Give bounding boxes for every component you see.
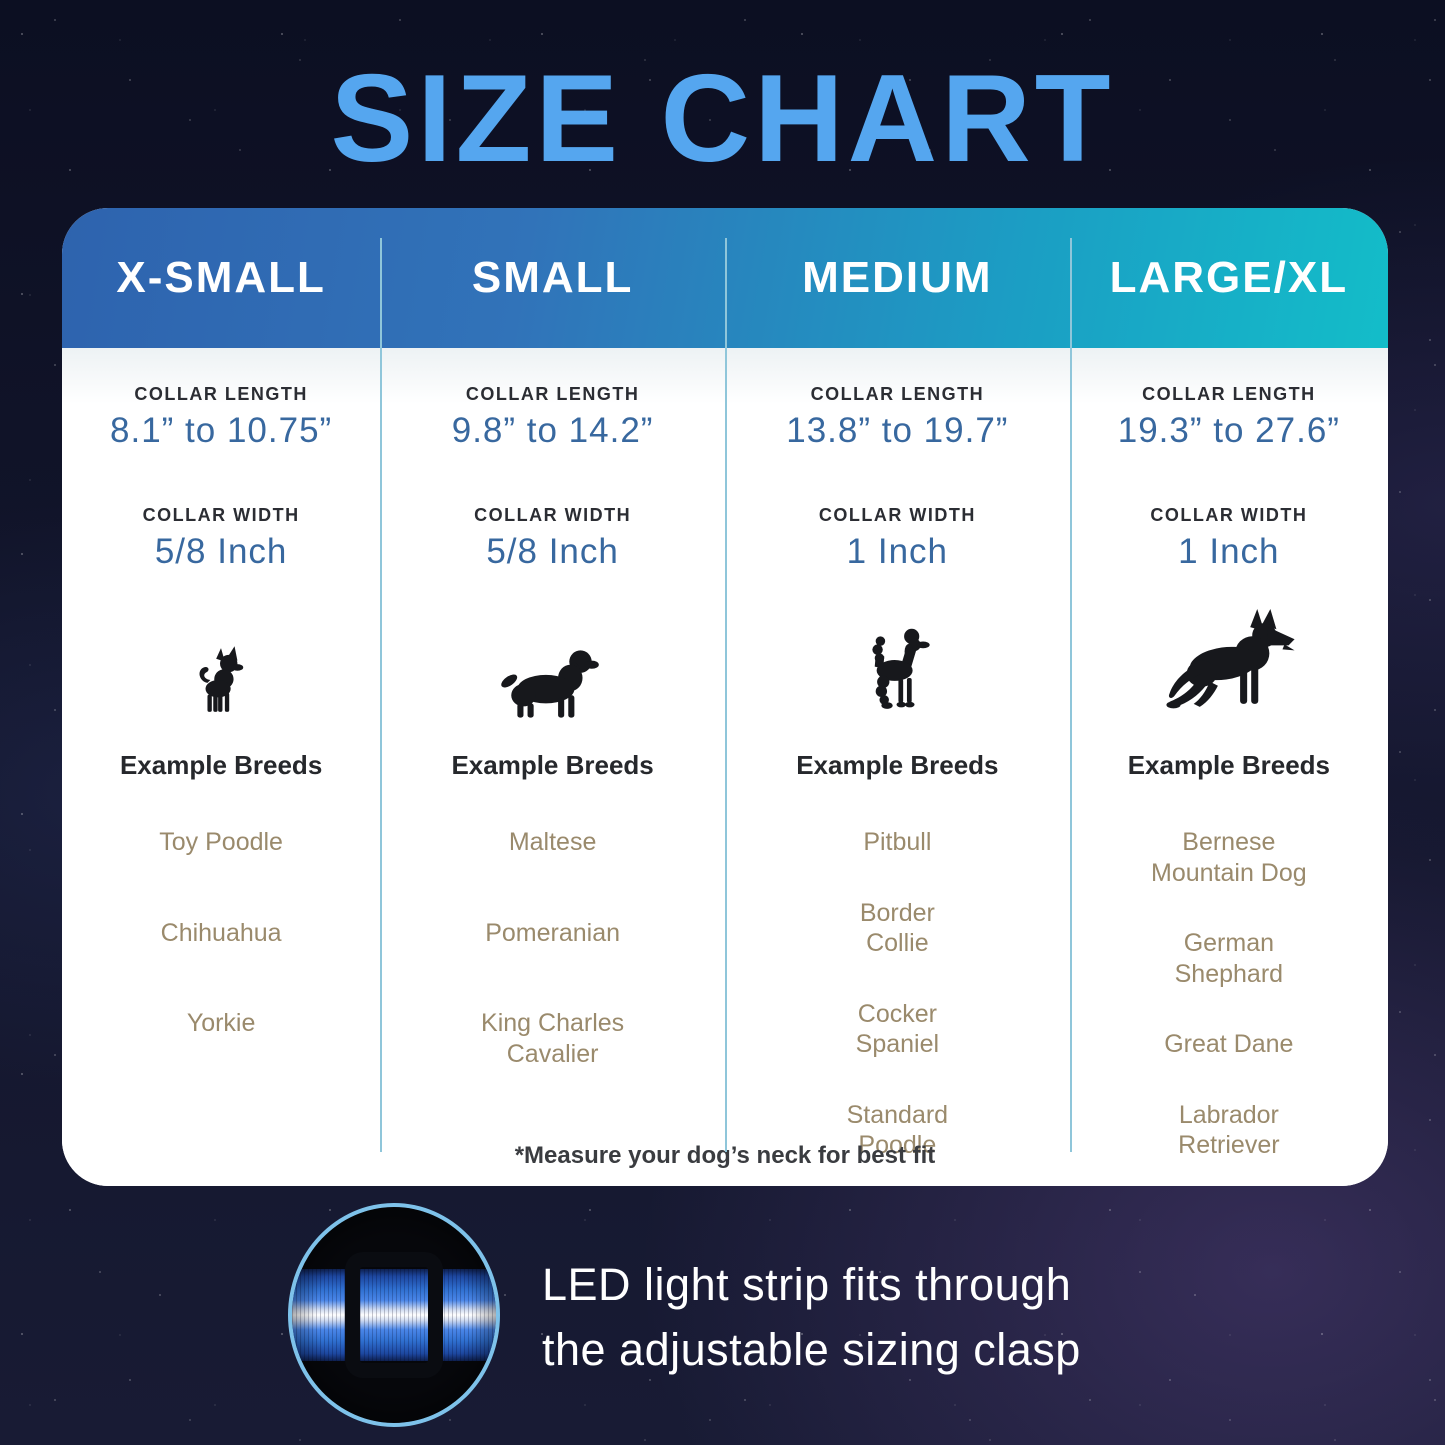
size-column-small: COLLAR LENGTH 9.8” to 14.2” COLLAR WIDTH… [380, 348, 725, 1186]
breed-item: Bernese Mountain Dog [1151, 828, 1307, 887]
breed-item: Standard Poodle [846, 1100, 949, 1160]
poodle-icon [725, 588, 1070, 720]
breed-item: Toy Poodle [159, 828, 283, 856]
collar-width-value: 5/8 Inch [486, 532, 619, 571]
breeds-list: Pitbull Border Collie Cocker Spaniel Sta… [725, 827, 1070, 1161]
collar-length-label: COLLAR LENGTH [810, 384, 985, 404]
breed-item: Cocker Spaniel [855, 999, 940, 1059]
collar-length-value: 19.3” to 27.6” [1117, 411, 1340, 450]
breed-item: Border Collie [859, 898, 935, 958]
led-caption-line1: LED light strip fits through [542, 1259, 1072, 1310]
column-header-medium: MEDIUM [802, 253, 993, 302]
poodle-silhouette-svg [872, 628, 931, 709]
breed-item: Great Dane [1164, 1030, 1294, 1058]
column-header-xsmall: X-SMALL [116, 253, 326, 302]
collar-width-label: COLLAR WIDTH [142, 505, 300, 525]
size-column-medium: COLLAR LENGTH 13.8” to 19.7” COLLAR WIDT… [725, 348, 1070, 1186]
breed-item: Labrador Retriever [1178, 1100, 1280, 1160]
collar-length-label: COLLAR LENGTH [1142, 384, 1316, 404]
size-column-xsmall: COLLAR LENGTH 8.1” to 10.75” COLLAR WIDT… [62, 348, 380, 1186]
page-title: SIZE CHART [330, 50, 1115, 188]
collar-length-value: 8.1” to 10.75” [110, 411, 333, 450]
collar-width-value: 5/8 Inch [154, 532, 288, 571]
led-caption: LED light strip fits through the adjusta… [542, 1252, 1081, 1383]
column-header-largexl: LARGE/XL [1109, 253, 1349, 302]
collar-length-value: 9.8” to 14.2” [451, 411, 654, 450]
breed-item: Yorkie [186, 1009, 256, 1037]
example-breeds-header: Example Breeds [119, 750, 323, 780]
breed-item: Pomeranian [485, 918, 621, 947]
german-shepherd-silhouette-svg [1166, 609, 1295, 709]
collar-width-label: COLLAR WIDTH [1150, 505, 1308, 525]
chihuahua-icon [62, 588, 380, 720]
breeds-list: Maltese Pomeranian King Charles Cavalier [380, 827, 725, 1069]
breeds-list: Toy Poodle Chihuahua Yorkie [62, 827, 380, 1039]
collar-width-label: COLLAR WIDTH [818, 505, 976, 525]
measure-footnote: *Measure your dog’s neck for best fit [514, 1142, 936, 1169]
collar-width-label: COLLAR WIDTH [474, 505, 632, 525]
collar-clasp-photo-inset [288, 1203, 500, 1427]
column-header-small: SMALL [471, 253, 634, 302]
column-divider [1069, 238, 1072, 1152]
breed-item: Pitbull [863, 828, 932, 856]
collar-length-value: 13.8” to 19.7” [786, 411, 1009, 450]
example-breeds-header: Example Breeds [796, 750, 999, 780]
breed-item: Chihuahua [160, 918, 282, 947]
chihuahua-silhouette-svg [199, 646, 244, 712]
german-shepherd-icon [1070, 588, 1388, 720]
inset-vignette [292, 1207, 496, 1423]
breed-item: King Charles Cavalier [481, 1009, 625, 1068]
column-divider [380, 238, 383, 1152]
example-breeds-header: Example Breeds [1127, 750, 1331, 780]
column-divider [725, 238, 727, 1152]
breed-item: German Shephard [1174, 929, 1284, 988]
size-chart-card: X-SMALL SMALL MEDIUM LARGE/XL COLLAR LEN… [62, 208, 1388, 1186]
collar-width-value: 1 Inch [1178, 532, 1280, 571]
collar-length-label: COLLAR LENGTH [134, 384, 308, 404]
example-breeds-header: Example Breeds [451, 750, 654, 780]
cavalier-spaniel-silhouette-svg [500, 650, 599, 718]
size-chart-body: COLLAR LENGTH 8.1” to 10.75” COLLAR WIDT… [62, 348, 1388, 1186]
collar-length-label: COLLAR LENGTH [465, 384, 640, 404]
breed-item: Maltese [508, 828, 597, 856]
cavalier-spaniel-icon [380, 588, 725, 720]
led-caption-line2: the adjustable sizing clasp [542, 1324, 1081, 1376]
size-column-largexl: COLLAR LENGTH 19.3” to 27.6” COLLAR WIDT… [1070, 348, 1388, 1186]
collar-width-value: 1 Inch [846, 532, 949, 571]
breeds-list: Bernese Mountain Dog German Shephard Gre… [1070, 827, 1388, 1161]
